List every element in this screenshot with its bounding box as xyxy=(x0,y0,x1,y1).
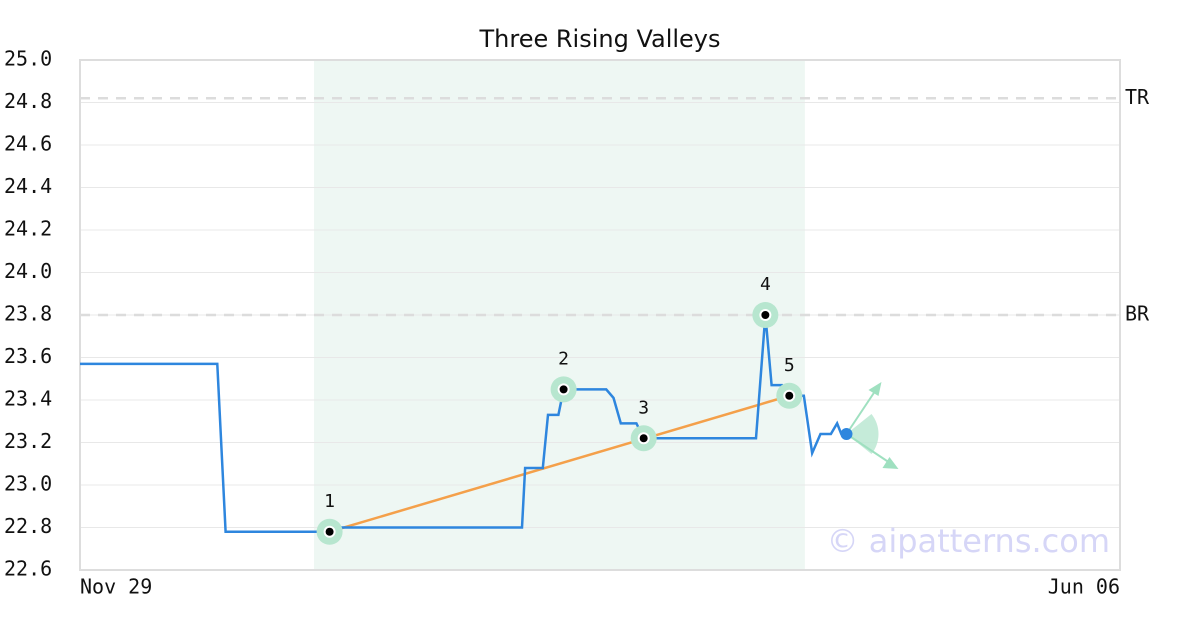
trend-line xyxy=(329,394,790,533)
current-point xyxy=(840,428,853,440)
y-tick-label: 23.6 xyxy=(4,344,52,368)
y-tick-label: 24.2 xyxy=(4,217,52,241)
point-marker xyxy=(557,383,570,396)
y-tick-label: 24.6 xyxy=(4,132,52,156)
y-tick-label: 23.4 xyxy=(4,387,52,411)
point-marker xyxy=(759,309,772,321)
x-tick-label: Nov 29 xyxy=(80,575,152,599)
x-tick-label: Jun 06 xyxy=(1048,575,1120,599)
arrow-head xyxy=(868,382,882,396)
projection-arrow xyxy=(845,433,896,467)
point-label: 5 xyxy=(784,355,795,376)
y-tick-label: 22.8 xyxy=(4,514,52,538)
y-tick-label: 24.0 xyxy=(4,259,52,283)
point-label: 2 xyxy=(558,348,569,369)
plot-frame xyxy=(79,59,1121,571)
y-tick-label: 23.8 xyxy=(4,302,52,326)
arrow-head xyxy=(882,457,899,469)
point-marker xyxy=(783,389,796,402)
point-label: 4 xyxy=(760,274,771,295)
watermark: © aipatterns.com xyxy=(827,522,1110,560)
chart-title: Three Rising Valleys xyxy=(478,25,720,53)
projection-arrow xyxy=(845,385,880,435)
y-tick-label: 24.4 xyxy=(4,174,52,198)
projection-wedge xyxy=(846,414,879,454)
price-line xyxy=(80,314,847,533)
point-marker xyxy=(637,432,650,445)
level-label: BR xyxy=(1125,302,1150,326)
y-tick-label: 22.6 xyxy=(4,557,52,581)
y-tick-label: 24.8 xyxy=(4,89,52,113)
level-label: TR xyxy=(1125,85,1150,109)
point-label: 3 xyxy=(638,397,649,418)
y-tick-label: 23.0 xyxy=(4,472,52,496)
point-marker xyxy=(323,525,336,538)
y-tick-label: 23.2 xyxy=(4,429,52,453)
point-label: 1 xyxy=(324,491,335,512)
y-tick-label: 25.0 xyxy=(4,47,52,71)
